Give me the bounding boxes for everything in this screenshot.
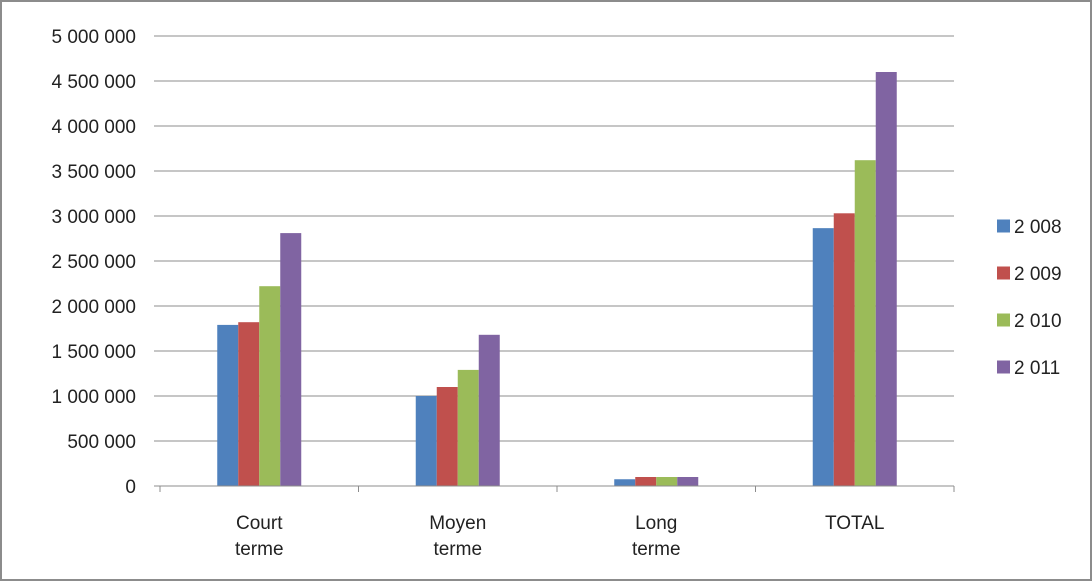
x-axis-category-labels: Court terme Moyen terme Long terme TOTAL [235, 513, 885, 560]
y-tick-label: 2 500 000 [51, 252, 136, 273]
bar [854, 160, 876, 486]
bar [259, 286, 281, 486]
bar [677, 477, 699, 486]
x-category-label: TOTAL [825, 513, 884, 534]
legend-label: 2 010 [1014, 311, 1062, 332]
legend-swatch [997, 219, 1010, 233]
bar [238, 322, 260, 486]
y-tick-label: 4 500 000 [51, 72, 136, 93]
bar [614, 479, 636, 486]
legend-label: 2 011 [1014, 358, 1060, 379]
bar [833, 213, 855, 487]
x-category-label: Long [635, 513, 677, 534]
y-tick-label: 5 000 000 [51, 27, 136, 48]
bars [217, 72, 897, 487]
bar [812, 228, 834, 486]
x-category-label: terme [632, 539, 681, 560]
y-axis-tick-labels: 0 500 000 1 000 000 1 500 000 2 000 000 2 500… [51, 27, 136, 498]
legend-item: 2 010 [997, 311, 1062, 332]
x-axis [154, 485, 955, 492]
y-tick-label: 3 000 000 [51, 207, 136, 228]
legend-swatch [997, 360, 1010, 374]
legend-label: 2 008 [1014, 217, 1062, 238]
bar [635, 477, 657, 486]
legend-swatch [997, 313, 1010, 327]
bar [217, 324, 239, 486]
y-tick-label: 4 000 000 [51, 117, 136, 138]
bar [457, 369, 479, 486]
x-category-label: terme [433, 539, 482, 560]
bar [875, 72, 897, 486]
y-tick-label: 1 000 000 [51, 387, 136, 408]
bar [436, 387, 458, 486]
bar [415, 396, 437, 486]
legend-item: 2 008 [997, 217, 1062, 238]
legend: 2 008 2 009 2 010 2 011 [997, 217, 1062, 379]
legend-label: 2 009 [1014, 264, 1062, 285]
legend-item: 2 009 [997, 264, 1062, 285]
y-tick-label: 2 000 000 [51, 297, 136, 318]
legend-item: 2 011 [997, 358, 1060, 379]
x-category-label: Moyen [429, 513, 486, 534]
x-category-label: terme [235, 539, 284, 560]
bar [478, 334, 500, 486]
x-category-label: Court [236, 513, 283, 534]
y-tick-label: 1 500 000 [51, 342, 136, 363]
bar [280, 233, 302, 486]
y-tick-label: 3 500 000 [51, 162, 136, 183]
bar [656, 477, 678, 486]
legend-swatch [997, 266, 1010, 280]
y-tick-label: 0 [125, 477, 136, 498]
y-tick-label: 500 000 [67, 432, 136, 453]
